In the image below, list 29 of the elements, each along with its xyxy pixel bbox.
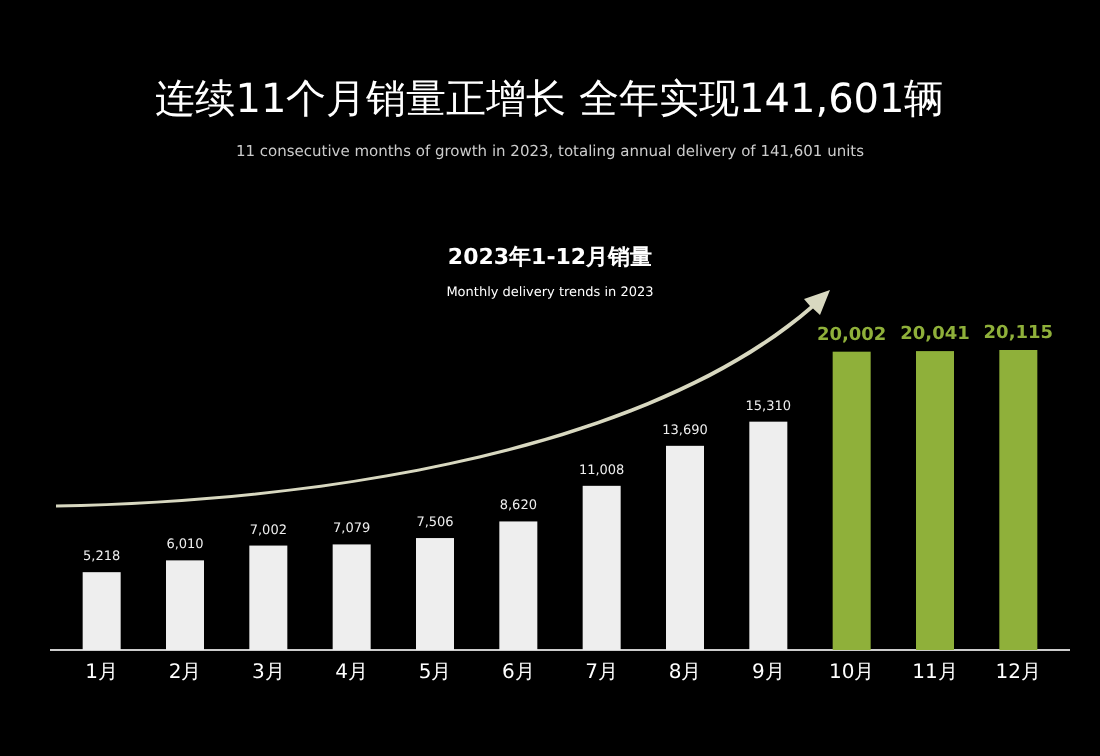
data-label: 20,002 <box>816 325 887 346</box>
bar <box>999 350 1038 650</box>
x-tick-label: 8月 <box>668 662 702 684</box>
data-label: 20,115 <box>983 324 1054 344</box>
x-tick-label: 5月 <box>418 662 452 684</box>
bar <box>499 521 538 650</box>
bar <box>416 538 454 650</box>
data-label: 20,041 <box>900 325 970 346</box>
bar <box>582 485 621 650</box>
bar <box>249 545 288 650</box>
x-tick-label: 7月 <box>585 662 619 684</box>
x-tick-label: 12月 <box>995 662 1042 684</box>
bar <box>166 560 204 650</box>
x-tick-label: 1月 <box>85 662 119 684</box>
x-tick-label: 6月 <box>501 662 535 684</box>
chart-title: 连续11个月销量正增长 全年实现141,601辆 <box>155 74 945 122</box>
bar <box>832 351 871 650</box>
text: 2023年1-12月销量 <box>447 244 653 270</box>
x-tick-label: 3月 <box>251 662 285 684</box>
x-tick-label: 9月 <box>751 662 785 684</box>
x-tick-label: 11月 <box>912 662 958 684</box>
bar <box>82 572 121 650</box>
x-tick-label: 2月 <box>168 662 202 684</box>
bar <box>666 445 704 650</box>
x-tick-label: 10月 <box>828 662 875 684</box>
bar <box>749 421 788 650</box>
x-tick-label: 4月 <box>335 662 369 684</box>
bar <box>916 351 954 650</box>
bar <box>332 544 371 650</box>
